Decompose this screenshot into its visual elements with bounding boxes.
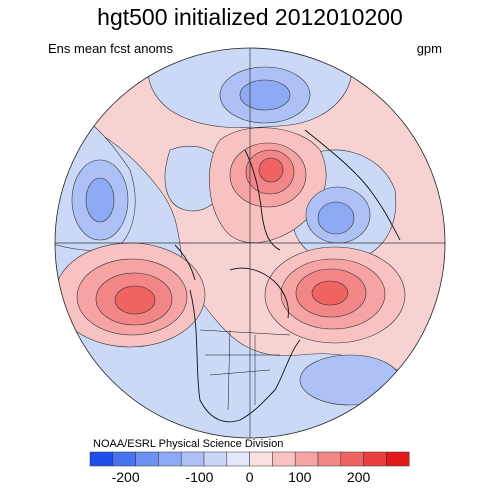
colorbar-tick-label: -100: [185, 469, 213, 485]
colorbar-swatch: [294, 451, 319, 467]
positive-anomaly-right: [264, 246, 406, 344]
us-state-borders: [199, 329, 291, 411]
colorbar-swatch: [272, 451, 296, 467]
colorbar-swatch: [363, 451, 387, 467]
colorbar-tick-label: -200: [112, 469, 140, 485]
map-title: hgt500 initialized 2012010200: [97, 4, 403, 30]
colorbar-tick-label: 0: [246, 469, 254, 485]
negative-anomaly-core-left: [71, 159, 129, 241]
negative-anomaly-core-right: [305, 186, 371, 244]
colorbar-swatch: [249, 451, 273, 467]
colorbar-swatch: [112, 451, 136, 467]
colorbar-swatch: [180, 451, 205, 467]
colorbar-swatch: [386, 451, 410, 467]
colorbar-tick-label: 100: [288, 469, 312, 485]
map-subtitle: Ens mean fcst anoms: [48, 41, 173, 56]
map-boundary: [54, 47, 446, 439]
colorbar-swatch: [135, 451, 159, 467]
colorbar-swatch: [89, 451, 114, 467]
credit-text: NOAA/ESRL Physical Science Division: [93, 438, 284, 450]
colorbar-swatch: [340, 451, 364, 467]
coastlines: [174, 129, 401, 423]
colorbar-swatch: [226, 451, 250, 467]
positive-anomaly-left: [55, 242, 206, 348]
negative-anomaly-core-top: [219, 66, 311, 124]
colorbar-swatch: [203, 451, 228, 467]
colorbar-swatch: [158, 451, 182, 467]
colorbar-swatch: [317, 451, 342, 467]
colorbar-tick-label: 200: [347, 469, 371, 485]
units-label: gpm: [416, 41, 442, 56]
